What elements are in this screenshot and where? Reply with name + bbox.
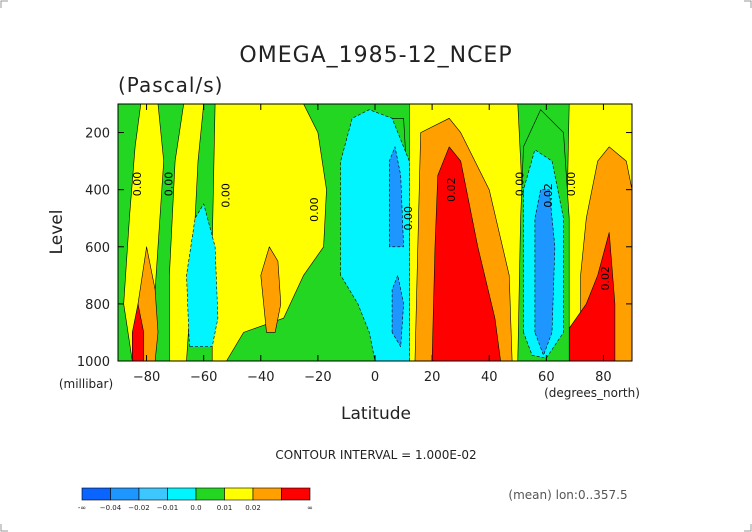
- contour-region-11: [431, 146, 501, 361]
- x-tick-label: 40: [481, 370, 498, 385]
- colorbar-label: −0.04: [100, 504, 122, 512]
- colorbar-label: −0.01: [157, 504, 178, 512]
- x-tick-label: −80: [133, 370, 160, 385]
- colorbar-swatch: [138, 487, 168, 501]
- contour-region-18: [388, 146, 404, 248]
- x-tick-label: 0: [371, 370, 379, 385]
- contour-region-19: [391, 274, 404, 348]
- contour-label-7: 0.00: [513, 172, 526, 197]
- colorbar-label: ∞: [307, 504, 313, 512]
- y-tick-label: 200: [85, 127, 110, 142]
- contour-label-9: 0.00: [565, 172, 578, 197]
- x-axis: −80 −60 −40 −20 0 20 40 60 80: [133, 104, 612, 385]
- contour-region-20: [534, 189, 556, 356]
- colorbar: -∞ −0.04 −0.02 −0.01 0.0 0.01 0.02 ∞: [78, 487, 313, 512]
- colorbar-label: −0.02: [128, 504, 149, 512]
- colorbar-label: 0.02: [245, 504, 261, 512]
- contour-label-3: 0.00: [219, 183, 232, 208]
- chart-title: OMEGA_1985-12_NCEP: [239, 43, 512, 68]
- contour-label-6: 0.02: [445, 177, 458, 202]
- colorbar-swatch: [110, 487, 140, 501]
- x-tick-label: 80: [595, 370, 612, 385]
- y-axis-label: Level: [47, 210, 67, 255]
- y-tick-label: 800: [85, 298, 110, 313]
- x-axis-unit: (degrees_north): [544, 386, 640, 400]
- y-tick-label: 600: [85, 241, 110, 256]
- contour-regions: [123, 104, 632, 361]
- x-tick-label: −20: [304, 370, 331, 385]
- y-axis-unit: (millibar): [59, 377, 113, 391]
- contour-label-4: 0.00: [308, 197, 321, 222]
- mean-note: (mean) lon:0..357.5: [508, 488, 627, 502]
- contour-label-10: 0.02: [599, 266, 612, 291]
- y-axis: 200 400 600 800 1000: [77, 127, 632, 370]
- colorbar-label: -∞: [78, 504, 86, 512]
- contour-label-8: 0.02: [542, 183, 555, 208]
- contour-region-15: [186, 203, 219, 348]
- y-tick-label: 1000: [77, 355, 110, 370]
- colorbar-swatch: [195, 487, 225, 501]
- contour-region-12: [563, 232, 616, 361]
- contour-label-2: 0.00: [162, 172, 175, 197]
- x-tick-label: 60: [538, 370, 555, 385]
- colorbar-swatch: [224, 487, 254, 501]
- contour-region-2: [169, 104, 204, 361]
- colorbar-swatch: [167, 487, 197, 501]
- x-tick-label: −60: [190, 370, 217, 385]
- plot-area: 0.00 0.00 0.00 0.00 0.00 0.02 0.00 0.02 0.00 0.02…: [77, 103, 633, 385]
- contour-interval-note: CONTOUR INTERVAL = 1.000E-02: [275, 448, 476, 462]
- colorbar-label: 0.0: [190, 504, 201, 512]
- contour-label-1: 0.00: [131, 172, 144, 197]
- x-tick-label: −40: [247, 370, 274, 385]
- contour-labels: 0.00 0.00 0.00 0.00 0.00 0.02 0.00 0.02 0.00 0.02: [131, 172, 612, 291]
- colorbar-swatch: [252, 487, 282, 501]
- colorbar-label: 0.01: [217, 504, 233, 512]
- contour-label-5: 0.00: [402, 206, 415, 231]
- contour-region-7: [260, 246, 282, 333]
- colorbar-swatch: [281, 487, 311, 501]
- y-tick-label: 400: [85, 184, 110, 199]
- x-tick-label: 20: [424, 370, 441, 385]
- colorbar-swatch: [81, 487, 111, 501]
- chart-subtitle: (Pascal/s): [118, 73, 223, 97]
- contour-region-3: [211, 104, 327, 361]
- x-axis-label: Latitude: [341, 404, 411, 424]
- contour-region-10: [132, 303, 144, 361]
